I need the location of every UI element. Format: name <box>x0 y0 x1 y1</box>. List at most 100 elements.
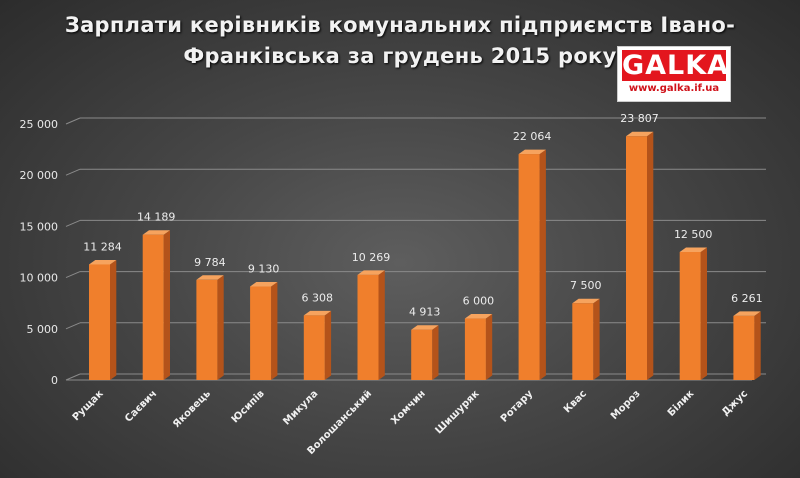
bar <box>679 247 707 380</box>
value-label: 11 284 <box>83 240 122 253</box>
category-label: Джус <box>720 388 750 418</box>
value-label: 23 807 <box>620 112 659 125</box>
bar-side <box>539 149 546 380</box>
bar-side <box>271 282 278 380</box>
category-label: Білик <box>666 388 697 419</box>
bar <box>411 325 439 380</box>
bar-top <box>733 311 761 316</box>
bar-front <box>357 274 379 380</box>
grid-line-diag <box>65 168 81 176</box>
bar-side <box>700 247 707 380</box>
category-labels: Рущак Саєвич Яковець Юсипів МикулаВолошанськ… <box>71 388 750 457</box>
galka-logo[interactable]: GALKA www.galka.if.ua <box>617 46 731 102</box>
bar <box>303 310 332 380</box>
bar <box>196 275 224 380</box>
bar-top <box>357 270 385 275</box>
value-label: 6 308 <box>302 291 334 304</box>
bar-side <box>324 310 332 380</box>
bar-front <box>411 329 433 380</box>
value-label: 4 913 <box>409 306 441 319</box>
bar-side <box>378 270 385 380</box>
bar-top <box>518 149 546 155</box>
bar-front <box>733 315 755 380</box>
bar-side <box>217 275 224 380</box>
y-axis-tick-labels: 0 5 000 10 000 15 000 20 000 25 000 <box>20 118 59 387</box>
bars <box>89 131 761 380</box>
bar-top <box>411 325 439 330</box>
logo-brand: GALKA <box>622 50 730 81</box>
bar <box>572 298 600 380</box>
grid-line-diag <box>65 219 81 227</box>
bar-side <box>485 314 493 380</box>
bar-top <box>626 131 654 137</box>
value-labels: 11 284 14 189 9 784 9 130 6 308 10 269 4 913 6 … <box>83 112 762 318</box>
bar-side <box>593 298 600 380</box>
category-label: Саєвич <box>123 388 159 424</box>
y-tick-label: 5 000 <box>27 323 59 336</box>
bar-side <box>163 230 170 380</box>
category-label: Шишуряк <box>434 388 482 436</box>
bar-front <box>572 303 594 380</box>
bar-top <box>89 259 117 265</box>
bar <box>142 230 170 380</box>
bar <box>464 314 493 380</box>
bar-front <box>464 318 486 380</box>
value-label: 22 064 <box>513 130 552 143</box>
category-label: Яковець <box>171 388 213 430</box>
value-label: 14 189 <box>137 211 176 224</box>
y-tick-label: 25 000 <box>20 118 59 131</box>
value-label: 7 500 <box>570 279 602 292</box>
y-tick-label: 10 000 <box>20 272 59 285</box>
grid-line-diag <box>65 271 81 279</box>
bar-front <box>518 154 540 380</box>
bar-front <box>250 286 272 380</box>
chart-title: Зарплати керівників комунальних підприєм… <box>0 10 800 72</box>
grid-line-diag <box>65 322 81 330</box>
value-label: 9 130 <box>248 263 280 276</box>
bar-side <box>110 259 117 380</box>
y-tick-label: 0 <box>51 374 58 387</box>
chart-title-line-2: Франківська за грудень 2015 року <box>183 44 617 68</box>
bar <box>89 259 117 380</box>
chart-title-line-1: Зарплати керівників комунальних підприєм… <box>64 13 736 37</box>
bar-top <box>679 247 707 252</box>
y-tick-label: 20 000 <box>20 169 59 182</box>
bar-side <box>754 311 761 380</box>
category-label: Рущак <box>71 388 106 423</box>
category-label: Хомчин <box>389 388 428 427</box>
bar-top <box>250 282 278 287</box>
value-label: 10 269 <box>352 251 391 264</box>
bar-top <box>196 275 224 280</box>
bar-front <box>679 252 701 380</box>
category-label: Мороз <box>609 388 643 422</box>
value-label: 12 500 <box>674 228 713 241</box>
bar <box>250 282 278 380</box>
bar-front <box>89 264 110 380</box>
bar <box>733 311 761 380</box>
bar-front <box>626 136 647 380</box>
y-tick-label: 15 000 <box>20 220 59 233</box>
category-label: Квас <box>562 388 589 415</box>
category-label: Юсипів <box>230 388 267 425</box>
bar-top <box>464 314 493 319</box>
bar-top <box>303 310 332 316</box>
value-label: 9 784 <box>194 256 226 269</box>
value-label: 6 000 <box>463 295 495 308</box>
grid-line-diag <box>65 373 81 381</box>
bar-front <box>303 315 325 380</box>
bar-front <box>142 234 164 380</box>
bar-side <box>432 325 439 380</box>
value-label: 6 261 <box>731 292 763 305</box>
bar-top <box>572 298 600 304</box>
category-label: Ротару <box>499 388 536 425</box>
bar <box>357 270 385 380</box>
bar-top <box>142 230 170 235</box>
category-label: Микула <box>281 388 320 427</box>
logo-url: www.galka.if.ua <box>628 83 720 94</box>
bar <box>518 149 546 380</box>
bar-front <box>196 279 218 380</box>
bar-side <box>647 131 654 380</box>
bar <box>626 131 654 380</box>
grid-line-diag <box>65 117 81 125</box>
